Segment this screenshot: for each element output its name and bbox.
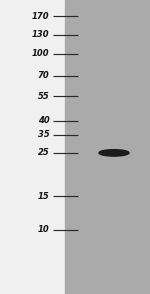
- Text: 15: 15: [38, 192, 50, 201]
- Ellipse shape: [99, 150, 129, 156]
- Text: 25: 25: [38, 148, 50, 157]
- Bar: [64, 0, 150, 294]
- Text: 55: 55: [38, 92, 50, 101]
- Text: 70: 70: [38, 71, 50, 80]
- Text: 170: 170: [32, 12, 50, 21]
- Text: 130: 130: [32, 30, 50, 39]
- Text: 10: 10: [38, 225, 50, 234]
- Text: 40: 40: [38, 116, 50, 125]
- Text: 100: 100: [32, 49, 50, 58]
- Bar: [0, 0, 64, 294]
- Text: 35: 35: [38, 130, 50, 139]
